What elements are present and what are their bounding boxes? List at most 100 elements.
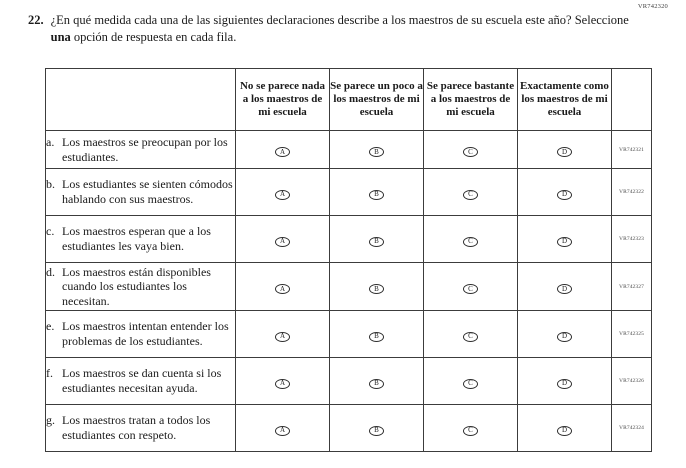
answer-bubble-c[interactable]: C bbox=[463, 425, 478, 436]
answer-bubble-d[interactable]: D bbox=[557, 331, 572, 342]
table-row-a: a. Los maestros se preocupan por los estu… bbox=[45, 130, 652, 169]
answer-bubble-a[interactable]: A bbox=[275, 147, 290, 157]
header-option-d: Exactamente como los maestros de mi escu… bbox=[517, 68, 612, 131]
option-cell: B bbox=[329, 310, 424, 358]
answer-bubble-a[interactable]: A bbox=[275, 284, 290, 294]
row-statement: Los maestros esperan que a los estudiant… bbox=[62, 224, 211, 253]
answer-bubble-d[interactable]: D bbox=[557, 378, 572, 389]
option-cell: D bbox=[517, 168, 612, 216]
row-statement: Los estudiantes se sienten cómodos habla… bbox=[62, 177, 233, 206]
answer-bubble-c[interactable]: C bbox=[463, 331, 478, 342]
option-cell: B bbox=[329, 168, 424, 216]
answer-bubble-c[interactable]: C bbox=[463, 284, 478, 294]
table-row-d: d. Los maestros están disponibles cuando … bbox=[45, 262, 652, 311]
row-letter: c. bbox=[46, 224, 55, 239]
question-text-start: ¿En qué medida cada una de las siguiente… bbox=[50, 13, 629, 27]
option-cell: A bbox=[235, 130, 330, 169]
option-cell: B bbox=[329, 215, 424, 263]
option-cell: C bbox=[423, 168, 518, 216]
option-cell: A bbox=[235, 310, 330, 358]
answer-bubble-c[interactable]: C bbox=[463, 236, 478, 247]
header-empty-statement bbox=[45, 68, 236, 131]
answer-bubble-a[interactable]: A bbox=[275, 378, 290, 389]
response-matrix-table: No se parece nada a los maestros de mi e… bbox=[45, 68, 652, 452]
answer-bubble-d[interactable]: D bbox=[557, 189, 572, 200]
row-code: VR742324 bbox=[611, 404, 652, 452]
row-code: VR742321 bbox=[611, 130, 652, 169]
statement-cell: a. Los maestros se preocupan por los estu… bbox=[45, 130, 236, 169]
row-code: VR742325 bbox=[611, 310, 652, 358]
question-text-end: opción de respuesta en cada fila. bbox=[70, 30, 237, 45]
answer-bubble-a[interactable]: A bbox=[275, 331, 290, 342]
question-number: 22. bbox=[28, 13, 44, 27]
row-letter: e. bbox=[46, 319, 55, 334]
option-cell: D bbox=[517, 215, 612, 263]
row-statement: Los maestros tratan a todos los estudian… bbox=[62, 413, 211, 442]
row-letter: d. bbox=[46, 264, 55, 279]
option-cell: D bbox=[517, 357, 612, 405]
row-statement: Los maestros se dan cuenta si los estudi… bbox=[62, 366, 222, 395]
answer-bubble-d[interactable]: D bbox=[557, 284, 572, 294]
option-cell: D bbox=[517, 262, 612, 311]
question-text: ¿En qué medida cada una de las siguiente… bbox=[51, 12, 634, 47]
option-cell: D bbox=[517, 130, 612, 169]
option-cell: A bbox=[235, 357, 330, 405]
answer-bubble-a[interactable]: A bbox=[275, 425, 290, 436]
row-code: VR742327 bbox=[611, 262, 652, 311]
option-cell: A bbox=[235, 215, 330, 263]
row-statement: Los maestros se preocupan por los estudi… bbox=[62, 134, 228, 164]
statement-cell: b. Los estudiantes se sienten cómodos hab… bbox=[45, 168, 236, 216]
statement-cell: e. Los maestros intentan entender los pro… bbox=[45, 310, 236, 358]
option-cell: C bbox=[423, 404, 518, 452]
row-code: VR742323 bbox=[611, 215, 652, 263]
table-row-f: f. Los maestros se dan cuenta si los estu… bbox=[45, 357, 652, 405]
answer-bubble-c[interactable]: C bbox=[463, 189, 478, 200]
answer-bubble-b[interactable]: B bbox=[369, 331, 384, 342]
option-cell: B bbox=[329, 404, 424, 452]
form-code: VR742320 bbox=[637, 3, 668, 10]
table-row-e: e. Los maestros intentan entender los pro… bbox=[45, 310, 652, 358]
answer-bubble-b[interactable]: B bbox=[369, 425, 384, 436]
row-statement: Los maestros intentan entender los probl… bbox=[62, 319, 229, 348]
row-letter: a. bbox=[46, 134, 55, 149]
header-option-b: Se parece un poco a los maestros de mi e… bbox=[329, 68, 424, 131]
option-cell: D bbox=[517, 310, 612, 358]
answer-bubble-a[interactable]: A bbox=[275, 189, 290, 200]
question-text-bold: una bbox=[50, 30, 71, 45]
header-option-c: Se parece bastante a los maestros de mi … bbox=[423, 68, 518, 131]
header-row: No se parece nada a los maestros de mi e… bbox=[45, 68, 652, 131]
option-cell: A bbox=[235, 168, 330, 216]
table-row-g: g. Los maestros tratan a todos los estudi… bbox=[45, 404, 652, 452]
header-option-a: No se parece nada a los maestros de mi e… bbox=[235, 68, 330, 131]
statement-cell: d. Los maestros están disponibles cuando … bbox=[45, 262, 236, 311]
row-code: VR742322 bbox=[611, 168, 652, 216]
answer-bubble-d[interactable]: D bbox=[557, 236, 572, 247]
statement-cell: f. Los maestros se dan cuenta si los estu… bbox=[45, 357, 236, 405]
option-cell: B bbox=[329, 262, 424, 311]
answer-bubble-d[interactable]: D bbox=[557, 147, 572, 157]
header-empty-code bbox=[611, 68, 652, 131]
statement-cell: g. Los maestros tratan a todos los estudi… bbox=[45, 404, 236, 452]
answer-bubble-b[interactable]: B bbox=[369, 378, 384, 389]
question-block: 22. ¿En qué medida cada una de las sigui… bbox=[28, 12, 634, 47]
option-cell: A bbox=[235, 262, 330, 311]
answer-bubble-b[interactable]: B bbox=[369, 284, 384, 294]
option-cell: D bbox=[517, 404, 612, 452]
answer-bubble-d[interactable]: D bbox=[557, 425, 572, 436]
answer-bubble-a[interactable]: A bbox=[275, 236, 290, 247]
row-letter: g. bbox=[46, 413, 55, 428]
answer-bubble-b[interactable]: B bbox=[369, 236, 384, 247]
answer-bubble-b[interactable]: B bbox=[369, 147, 384, 157]
option-cell: B bbox=[329, 357, 424, 405]
row-statement: Los maestros están disponibles cuando lo… bbox=[62, 264, 211, 308]
answer-bubble-b[interactable]: B bbox=[369, 189, 384, 200]
answer-bubble-c[interactable]: C bbox=[463, 378, 478, 389]
option-cell: C bbox=[423, 310, 518, 358]
row-letter: b. bbox=[46, 177, 55, 192]
option-cell: B bbox=[329, 130, 424, 169]
answer-bubble-c[interactable]: C bbox=[463, 147, 478, 157]
option-cell: C bbox=[423, 262, 518, 311]
statement-cell: c. Los maestros esperan que a los estudia… bbox=[45, 215, 236, 263]
option-cell: C bbox=[423, 215, 518, 263]
